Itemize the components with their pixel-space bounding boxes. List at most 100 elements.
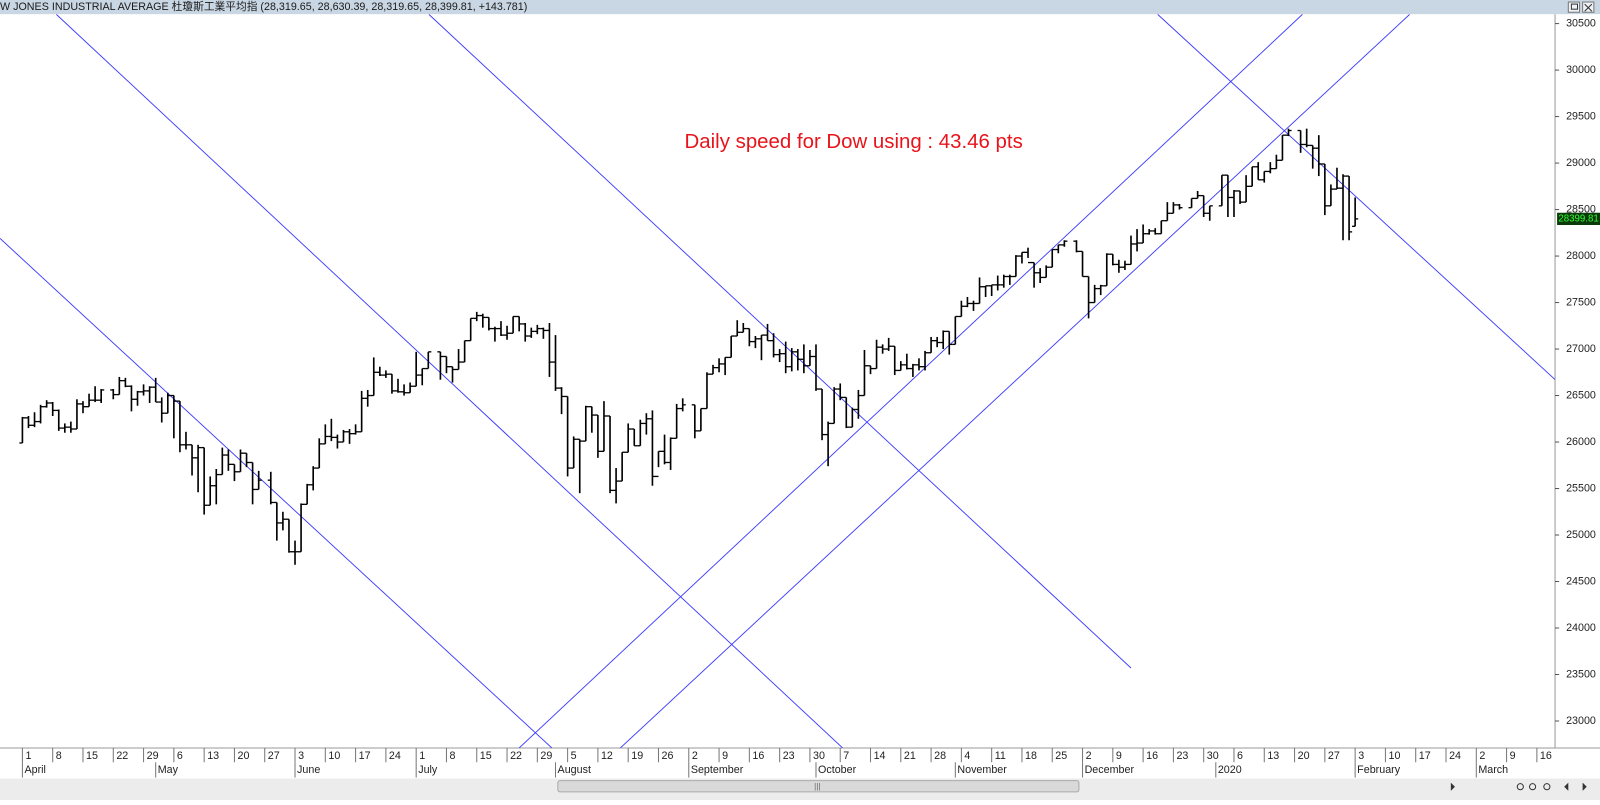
x-tick-label: 29 [147,750,159,762]
x-tick-label: 23 [783,750,795,762]
trendline [620,14,1410,748]
y-tick-label: 26000 [1566,436,1596,448]
y-tick-label: 23500 [1566,668,1596,680]
trendline [518,14,1303,748]
x-tick-label: 17 [359,750,371,762]
x-tick-label: 29 [540,750,552,762]
x-tick-label: 26 [662,750,674,762]
toolbar-button[interactable] [1543,783,1551,791]
month-label: September [691,764,744,776]
x-tick-label: 15 [480,750,492,762]
y-tick-label: 24000 [1566,622,1596,634]
x-tick-label: 13 [1267,750,1279,762]
y-tick-label: 28000 [1566,250,1596,262]
window-title: W JONES INDUSTRIAL AVERAGE 杜瓊斯工業平均指 (28,… [0,0,527,13]
window-buttons[interactable] [1567,1,1595,13]
x-tick-label: 13 [207,750,219,762]
x-tick-label: 27 [268,750,280,762]
toolbar[interactable] [1450,782,1587,791]
trendline [0,238,553,748]
x-tick-label: 17 [1419,750,1431,762]
month-label: May [158,764,179,776]
x-tick-label: 2 [1479,750,1485,762]
x-tick-label: 21 [904,750,916,762]
last-price-box [1557,212,1600,225]
x-tick-label: 14 [874,750,886,762]
y-tick-label: 27500 [1566,296,1596,308]
y-tick-label: 29000 [1566,157,1596,169]
x-tick-label: 9 [722,750,728,762]
last-price-label: 28399.81 [1558,213,1598,224]
restore-icon [1570,3,1579,10]
y-tick-label: 25500 [1566,482,1596,494]
x-tick-label: 15 [86,750,98,762]
x-tick-label: 9 [1116,750,1122,762]
y-tick-label: 25000 [1566,529,1596,541]
x-tick-label: 9 [1510,750,1516,762]
x-tick-label: 16 [752,750,764,762]
x-tick-label: 4 [964,750,970,762]
annotation: Daily speed for Dow using : 43.46 pts [685,131,1023,153]
x-tick-label: 5 [571,750,577,762]
x-tick-label: 25 [1055,750,1067,762]
x-tick-label: 3 [1358,750,1364,762]
month-label: August [558,764,591,776]
x-tick-label: 8 [450,750,456,762]
toolbar-button[interactable] [1528,783,1537,791]
month-label: October [818,764,857,776]
y-tick-label: 23000 [1566,715,1596,727]
title-bar [0,0,1600,15]
y-tick-label: 24500 [1566,575,1596,587]
trendline [428,14,1132,669]
x-tick-label: 10 [1388,750,1400,762]
y-tick-label: 30000 [1566,64,1596,76]
month-label: March [1478,764,1508,776]
x-tick-label: 6 [177,750,183,762]
toolbar-button[interactable] [1516,783,1524,791]
month-label: 2020 [1218,764,1242,776]
month-label: November [957,764,1007,776]
x-tick-label: 7 [843,750,849,762]
x-tick-label: 2 [692,750,698,762]
x-tick-label: 16 [1146,750,1158,762]
close-icon [1584,3,1593,12]
x-tick-label: 28 [934,750,946,762]
x-tick-label: 11 [995,750,1006,762]
x-tick-label: 2 [1086,750,1092,762]
toolbar-button[interactable] [1582,782,1587,791]
plot-background [0,14,1600,748]
x-tick-label: 8 [56,750,62,762]
month-label: February [1357,764,1401,776]
x-tick-label: 27 [1328,750,1340,762]
scrollbar-grip: ||| [814,782,820,791]
x-tick-label: 23 [1176,750,1188,762]
restore-button[interactable] [1567,1,1581,13]
month-label: December [1085,764,1135,776]
x-tick-label: 24 [389,750,401,762]
x-tick-label: 30 [1207,750,1219,762]
month-label: July [418,764,438,776]
x-tick-label: 1 [25,750,31,762]
x-tick-label: 18 [1025,750,1037,762]
x-tick-label: 20 [1298,750,1310,762]
x-tick-label: 1 [419,750,425,762]
trendline [1157,14,1556,380]
trendline [56,14,843,748]
x-tick-label: 24 [1449,750,1461,762]
y-tick-label: 28500 [1566,203,1596,215]
x-tick-label: 30 [813,750,825,762]
y-tick-label: 27000 [1566,343,1596,355]
x-tick-label: 10 [328,750,340,762]
x-tick-label: 22 [116,750,128,762]
x-tick-label: 20 [238,750,250,762]
month-label: June [297,764,320,776]
x-tick-label: 19 [631,750,643,762]
x-tick-label: 6 [1237,750,1243,762]
y-tick-label: 30500 [1566,17,1596,29]
x-tick-label: 3 [298,750,304,762]
month-label: April [24,764,45,776]
scrollbar-thumb[interactable] [557,780,1080,793]
toolbar-button[interactable] [1564,782,1569,791]
toolbar-button[interactable] [1450,782,1455,791]
